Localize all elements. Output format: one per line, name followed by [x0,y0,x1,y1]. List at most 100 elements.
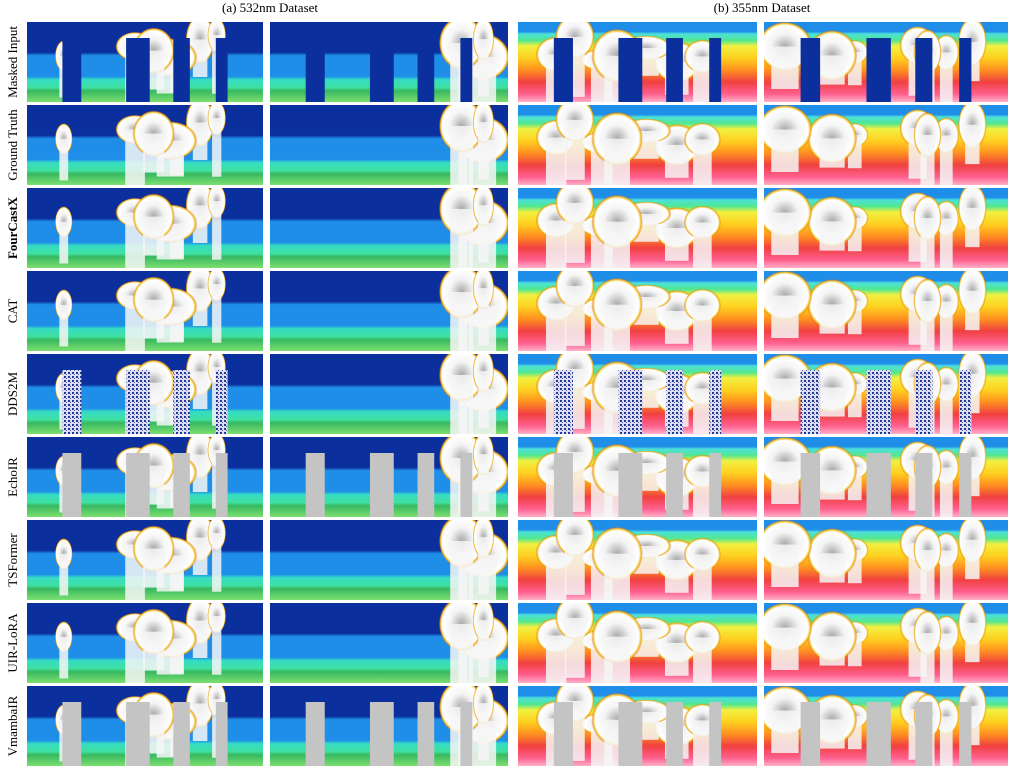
image-panel [27,188,263,268]
cloud-column [604,553,630,600]
mask-region [618,702,643,766]
cloud-column [545,303,567,351]
cloud-column [693,222,712,268]
row-label: UIR-LoRA [5,613,20,673]
panel-content [270,188,508,268]
row-label: CAT [5,299,20,324]
mask-region [215,38,228,102]
mask-region [305,38,325,102]
cloud-column [965,539,980,580]
image-panel [270,686,508,766]
image-panel [518,354,757,434]
panel-content [270,686,508,766]
mask-region [866,453,891,517]
panel-content [270,271,508,351]
mask-region [915,453,933,517]
mask-region [709,38,722,102]
panel-content [764,271,1008,351]
image-panel [764,603,1008,683]
cloud-column [693,554,712,600]
cloud-column [939,467,953,517]
cloud-column [965,207,980,248]
cloud-column [920,135,935,185]
cloud-column [693,388,712,434]
cloud-column [771,46,799,89]
panel-content [518,603,757,683]
mask-region [800,370,821,434]
cloud-column [939,716,953,766]
mask-region [173,702,190,766]
image-panel [764,520,1008,600]
mask-region [417,38,435,102]
mask-region [460,702,473,766]
image-panel [270,22,508,102]
mask-region [460,38,473,102]
cloud-column [604,304,630,351]
cloud-column [604,221,630,268]
cloud-column [939,633,953,683]
mask-region [959,702,972,766]
cloud-column [939,384,953,434]
cloud-column [604,636,630,683]
cloud-column [212,284,222,343]
cloud-column [545,137,567,185]
cloud-column [450,624,474,683]
row-label: TSFormer [5,533,20,587]
cloud-column [819,636,845,666]
cloud-column [664,144,689,178]
cloud-column [545,552,567,600]
cloud-column [664,310,689,344]
cloud-column [59,138,69,181]
cloud-column [192,620,208,659]
mask-region [866,38,891,102]
cloud-column [478,39,489,97]
cloud-column [771,627,799,670]
cloud-column [965,622,980,663]
mask-region [866,370,891,434]
image-panel [270,188,508,268]
cloud-column [59,221,69,264]
mask-region [369,38,394,102]
mask-region [800,702,821,766]
panel-content [764,520,1008,600]
image-panel [764,354,1008,434]
mask-region [417,453,435,517]
mask-region [215,702,228,766]
panel-content [27,105,263,185]
cloud-column [212,201,222,260]
cloud-column [771,378,799,421]
panel-content [764,22,1008,102]
cloud-column [920,550,935,600]
cloud-column [192,454,208,493]
cloud-column [143,548,165,588]
mask-region [126,370,150,434]
panel-content [27,188,263,268]
cloud-column [212,616,222,675]
mask-region [666,453,683,517]
cloud-column [693,471,712,517]
mask-region [709,702,722,766]
row-label: DDS2M [5,372,20,417]
cloud-column [143,133,165,173]
cloud-column [819,138,845,168]
mask-region [173,38,190,102]
column-title: (a) 532nm Dataset [222,0,318,15]
cloud-column [450,541,474,600]
row-label: Ground Truth [5,109,20,181]
panel-content [518,520,757,600]
cloud-column [59,304,69,347]
cloud-column [819,719,845,749]
mask-region [915,38,933,102]
cloud-column [192,703,208,742]
mask-region [126,38,150,102]
cloud-column [771,295,799,338]
mask-region [553,370,573,434]
cloud-column [664,227,689,261]
image-panel [270,520,508,600]
panel-content [518,686,757,766]
cloud-column [604,138,630,185]
cloud-column [450,126,474,185]
mask-region [126,702,150,766]
mask-region [62,453,82,517]
cloud-column [545,220,567,268]
